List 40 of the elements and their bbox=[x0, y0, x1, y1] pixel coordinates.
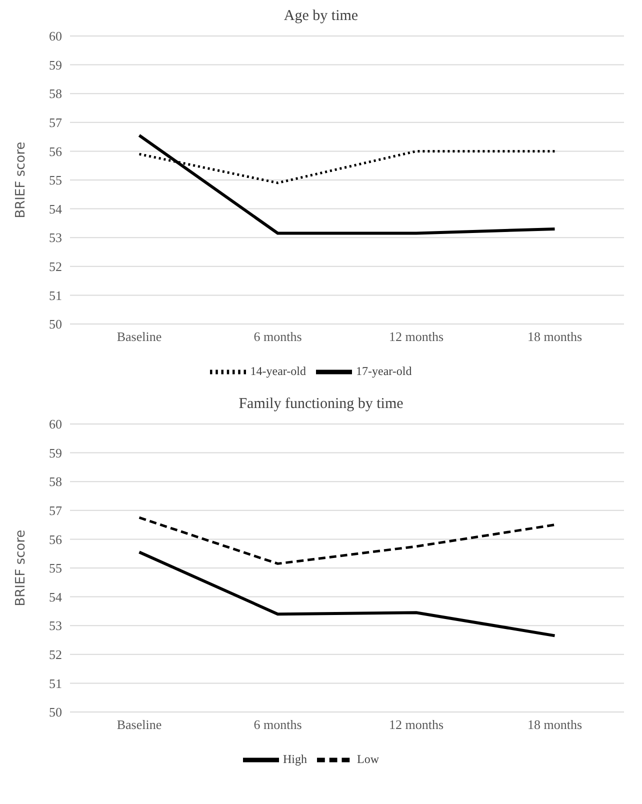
y-axis-title: BRIEF score bbox=[14, 530, 29, 606]
chart-title: Family functioning by time bbox=[238, 396, 404, 414]
y-tick-label: 54 bbox=[49, 201, 62, 216]
y-tick-label: 54 bbox=[49, 589, 62, 604]
y-tick-label: 53 bbox=[49, 230, 62, 246]
y-tick-label: 56 bbox=[49, 532, 62, 547]
line-series bbox=[138, 550, 556, 638]
x-tick-label: 12 months bbox=[388, 717, 444, 732]
y-tick-label: 52 bbox=[49, 259, 62, 274]
y-axis-title: BRIEF score bbox=[14, 142, 29, 218]
y-tick-label: 60 bbox=[49, 28, 62, 44]
y-tick-label: 58 bbox=[49, 86, 62, 102]
x-tick-label: 18 months bbox=[527, 717, 582, 732]
legend-label: High bbox=[283, 752, 307, 766]
legend-label: 17-year-old bbox=[356, 364, 412, 378]
y-tick-label: 53 bbox=[49, 618, 62, 634]
x-tick-label: 6 months bbox=[254, 329, 302, 344]
y-tick-label: 55 bbox=[49, 560, 62, 576]
x-tick-label: 6 months bbox=[254, 717, 302, 732]
line-series bbox=[138, 516, 556, 565]
y-tick-label: 59 bbox=[49, 57, 62, 72]
y-tick-label: 50 bbox=[49, 316, 62, 332]
y-tick-label: 55 bbox=[49, 172, 62, 188]
y-tick-label: 52 bbox=[49, 647, 62, 662]
x-tick-label: 12 months bbox=[388, 329, 444, 344]
chart-title: Age by time bbox=[282, 8, 360, 26]
x-tick-label: 18 months bbox=[527, 329, 582, 344]
x-tick-label: Baseline bbox=[116, 717, 162, 732]
y-tick-label: 58 bbox=[49, 474, 62, 490]
y-tick-label: 50 bbox=[49, 704, 62, 720]
y-tick-label: 56 bbox=[49, 144, 62, 159]
y-tick-label: 57 bbox=[49, 115, 62, 130]
y-tick-label: 57 bbox=[49, 503, 62, 518]
y-tick-label: 59 bbox=[49, 445, 62, 460]
legend-label: 14-year-old bbox=[250, 364, 306, 378]
y-tick-label: 51 bbox=[49, 288, 62, 303]
y-tick-label: 51 bbox=[49, 676, 62, 691]
legend-label: Low bbox=[357, 752, 379, 766]
y-tick-label: 60 bbox=[49, 416, 62, 432]
x-tick-label: Baseline bbox=[116, 329, 162, 344]
